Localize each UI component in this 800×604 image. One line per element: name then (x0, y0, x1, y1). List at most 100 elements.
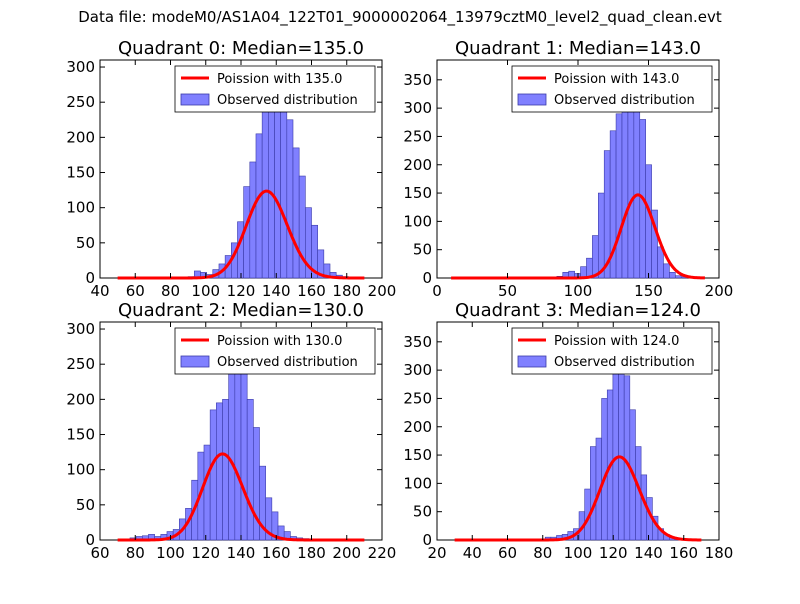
subplot-3: 20 40 60 80 100 120 140 160 180 0 50 100 150 200 250 30… (403, 300, 733, 562)
x-tick-label: 40 (463, 544, 482, 562)
legend-label-observed: Observed distribution (217, 93, 358, 108)
y-tick-label: 200 (66, 128, 95, 146)
y-tick-label: 300 (403, 99, 432, 117)
x-tick-label: 120 (191, 544, 220, 562)
legend-label-observed: Observed distribution (554, 355, 695, 370)
histogram-bar (663, 263, 670, 279)
legend-hist-swatch (180, 93, 210, 106)
x-tick-label: 60 (498, 544, 517, 562)
histogram-bar (280, 98, 288, 279)
subplot-title: Quadrant 1: Median=143.0 (455, 38, 701, 59)
histogram-bar (274, 93, 281, 279)
x-tick-label: 140 (227, 544, 256, 562)
x-tick-label: 0 (432, 282, 442, 300)
x-tick-label: 180 (332, 282, 361, 300)
legend-hist-swatch (517, 355, 547, 368)
y-tick-label: 250 (66, 93, 95, 111)
y-tick-label: 0 (422, 531, 432, 549)
y-tick-label: 150 (403, 446, 432, 464)
x-tick-label: 180 (297, 544, 326, 562)
legend-label-poisson: Poission with 135.0 (217, 72, 342, 87)
y-tick-label: 150 (66, 164, 95, 182)
subplot-title: Quadrant 2: Median=130.0 (118, 300, 364, 321)
x-tick-label: 120 (227, 282, 256, 300)
histogram-bar (228, 353, 236, 541)
histogram-bar (674, 275, 682, 279)
x-tick-label: 140 (634, 544, 663, 562)
x-tick-label: 160 (297, 282, 326, 300)
histogram-bar (651, 209, 658, 279)
x-tick-label: 50 (498, 282, 517, 300)
histogram-bar (586, 257, 593, 279)
x-tick-label: 180 (705, 544, 734, 562)
legend-label-poisson: Poission with 124.0 (554, 334, 679, 349)
histogram-bar (240, 363, 248, 541)
subplot-title: Quadrant 3: Median=124.0 (455, 300, 701, 321)
x-tick-label: 100 (191, 282, 220, 300)
y-tick-label: 250 (403, 127, 432, 145)
y-tick-label: 50 (413, 503, 432, 521)
subplot-0: 40 60 80 100 120 140 160 180 200 0 50 100 150 200 250 3… (66, 38, 396, 300)
y-tick-label: 150 (66, 426, 95, 444)
histogram-bar (286, 119, 294, 279)
y-tick-label: 300 (66, 320, 95, 338)
x-tick-label: 20 (427, 544, 446, 562)
y-tick-label: 300 (66, 58, 95, 76)
y-tick-label: 0 (85, 269, 95, 287)
y-tick-label: 0 (85, 531, 95, 549)
subplot-2: 60 80 100 120 140 160 180 200 220 0 50 100 150 200 250… (66, 300, 396, 562)
histogram-bar (292, 147, 300, 279)
histogram-bar (623, 375, 631, 541)
x-tick-label: 100 (564, 544, 593, 562)
histogram-bar (246, 399, 254, 541)
y-tick-label: 150 (403, 184, 432, 202)
histogram-bar (237, 221, 244, 279)
subplot-title: Quadrant 0: Median=135.0 (118, 38, 364, 59)
figure-title: Data file: modeM0/AS1A04_122T01_90000020… (78, 8, 722, 26)
legend-label-poisson: Poission with 130.0 (217, 334, 342, 349)
x-tick-label: 150 (634, 282, 663, 300)
x-tick-label: 100 (156, 544, 185, 562)
x-tick-label: 120 (599, 544, 628, 562)
x-tick-label: 80 (126, 544, 145, 562)
y-tick-label: 200 (66, 390, 95, 408)
histogram-bar (209, 409, 217, 541)
poisson-curve (117, 189, 365, 280)
y-tick-label: 250 (403, 389, 432, 407)
legend-hist-swatch (180, 355, 210, 368)
y-tick-label: 250 (66, 355, 95, 373)
y-tick-label: 50 (76, 496, 95, 514)
x-tick-label: 160 (262, 544, 291, 562)
y-tick-label: 100 (403, 212, 432, 230)
histogram-bar (621, 88, 629, 279)
histogram-bar (598, 192, 605, 279)
histogram-bar (216, 402, 223, 541)
x-tick-label: 60 (126, 282, 145, 300)
histogram-bar (612, 358, 619, 541)
x-tick-label: 80 (533, 544, 552, 562)
y-tick-label: 50 (413, 241, 432, 259)
x-tick-label: 100 (564, 282, 593, 300)
x-tick-label: 40 (90, 282, 109, 300)
x-tick-label: 200 (332, 544, 361, 562)
y-tick-label: 100 (66, 199, 95, 217)
y-tick-label: 100 (403, 474, 432, 492)
x-tick-label: 60 (90, 544, 109, 562)
y-tick-label: 200 (403, 418, 432, 436)
x-tick-label: 160 (669, 544, 698, 562)
histogram-bar (203, 444, 211, 541)
histogram-bar (645, 164, 652, 279)
x-tick-label: 140 (262, 282, 291, 300)
histogram-bar (255, 133, 263, 279)
histogram-bar (590, 446, 597, 541)
legend-label-observed: Observed distribution (217, 355, 358, 370)
histogram-bar (601, 398, 608, 541)
y-tick-label: 350 (403, 333, 432, 351)
histogram-bar (615, 113, 623, 279)
y-tick-label: 100 (66, 461, 95, 479)
histogram-bar (249, 161, 257, 279)
y-tick-label: 300 (403, 361, 432, 379)
histogram-bar (268, 101, 275, 279)
